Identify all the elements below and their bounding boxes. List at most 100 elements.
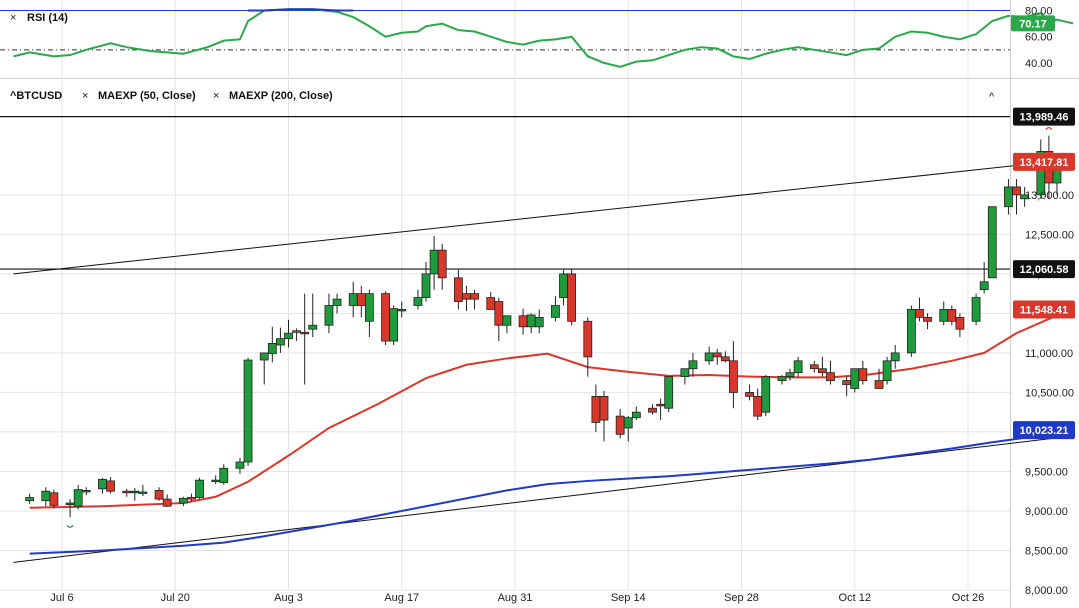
candle bbox=[591, 384, 601, 432]
candle bbox=[348, 281, 358, 318]
price-horizontal-lines[interactable] bbox=[0, 116, 1010, 270]
x-tick-label: Sep 14 bbox=[611, 592, 646, 604]
candle-body bbox=[793, 360, 803, 374]
candle bbox=[583, 317, 593, 377]
candles bbox=[25, 126, 1062, 528]
candle bbox=[712, 348, 722, 365]
candle-body bbox=[648, 407, 657, 413]
candle bbox=[623, 416, 633, 442]
rsi-legend[interactable]: × RSI (14) bbox=[10, 12, 68, 24]
price-tag-bg bbox=[1013, 152, 1075, 171]
candle bbox=[551, 296, 560, 322]
candle bbox=[130, 488, 140, 501]
candle bbox=[745, 384, 754, 401]
candle bbox=[65, 499, 75, 518]
candle-body bbox=[971, 297, 981, 322]
candle bbox=[850, 368, 860, 393]
price-legend[interactable]: ^BTCUSD × MAEXP (50, Close) × MAEXP (200… bbox=[10, 90, 995, 103]
candle bbox=[421, 262, 431, 302]
price-tick-label: 11,000.00 bbox=[1025, 348, 1073, 360]
candle bbox=[1004, 179, 1013, 215]
low-marker-icon bbox=[66, 524, 74, 528]
candle-body bbox=[73, 489, 83, 507]
rsi-panel: 80.00 60.00 40.00 × RSI (14) 70.17 bbox=[0, 0, 1074, 78]
candle-body bbox=[470, 293, 479, 300]
candle-body bbox=[259, 352, 269, 361]
price-tag: 10,023.21 bbox=[1013, 421, 1075, 440]
candle-body bbox=[235, 461, 245, 469]
rsi-remove-icon[interactable]: × bbox=[10, 12, 16, 24]
candle bbox=[462, 285, 471, 312]
candle-body bbox=[65, 502, 75, 506]
candle bbox=[211, 475, 221, 485]
candle-body bbox=[777, 376, 787, 381]
candle bbox=[648, 404, 657, 415]
rsi-y-axis: 80.00 60.00 40.00 bbox=[1025, 6, 1053, 70]
candle bbox=[971, 293, 981, 326]
candle-body bbox=[154, 490, 164, 500]
candle bbox=[364, 289, 374, 338]
x-tick-label: Oct 12 bbox=[839, 592, 871, 604]
candle bbox=[817, 356, 827, 377]
candle bbox=[656, 398, 666, 421]
price-tag-bg bbox=[1013, 260, 1075, 279]
trendline bbox=[13, 435, 1074, 563]
price-tag-bg bbox=[1013, 300, 1075, 319]
candle-body bbox=[591, 395, 601, 423]
price-grid bbox=[0, 80, 1010, 591]
candle bbox=[276, 327, 285, 353]
candle bbox=[874, 368, 884, 389]
candle bbox=[939, 301, 949, 326]
candle-body bbox=[486, 297, 496, 310]
candle bbox=[300, 293, 310, 385]
candle bbox=[947, 305, 957, 326]
x-tick-label: Aug 17 bbox=[384, 592, 419, 604]
candle-body bbox=[955, 316, 965, 330]
candle-body bbox=[785, 372, 795, 378]
candle-body bbox=[987, 206, 997, 279]
candle-body bbox=[381, 293, 390, 342]
price-tag: 13,417.81 bbox=[1013, 152, 1075, 171]
trendline bbox=[13, 158, 1074, 275]
candle bbox=[777, 375, 787, 385]
price-tag-label: 10,023.21 bbox=[1020, 425, 1069, 437]
x-tick-label: Aug 31 bbox=[498, 592, 533, 604]
candle-body bbox=[559, 273, 568, 298]
candle bbox=[688, 352, 698, 377]
candle-body bbox=[817, 368, 827, 374]
candle-body bbox=[211, 479, 221, 483]
price-tag-label: 13,417.81 bbox=[1020, 157, 1069, 169]
candle bbox=[195, 477, 204, 500]
trendlines[interactable] bbox=[13, 158, 1074, 563]
candle-body bbox=[688, 360, 698, 370]
candle-body bbox=[106, 480, 115, 492]
candle bbox=[915, 297, 924, 322]
candle-body bbox=[41, 490, 51, 502]
candle-body bbox=[712, 352, 722, 358]
candle-body bbox=[979, 281, 989, 291]
candle bbox=[49, 489, 59, 509]
candle bbox=[753, 388, 763, 421]
candle-body bbox=[809, 364, 819, 370]
candle bbox=[494, 297, 504, 342]
ema200-remove-icon[interactable]: × bbox=[213, 90, 219, 102]
candle-body bbox=[453, 277, 463, 302]
candle-body bbox=[219, 467, 229, 483]
candle-body bbox=[49, 492, 59, 506]
candle-body bbox=[720, 356, 730, 362]
price-tag-bg bbox=[1013, 421, 1075, 440]
candle-body bbox=[389, 308, 399, 342]
rsi-legend-label: RSI (14) bbox=[27, 12, 68, 24]
candle-body bbox=[1020, 194, 1030, 200]
candle-body bbox=[187, 497, 196, 500]
collapse-chevron-icon[interactable]: ^ bbox=[989, 91, 995, 103]
candle-body bbox=[850, 368, 860, 389]
rsi-tick-label: 80.00 bbox=[1025, 6, 1053, 18]
candle-body bbox=[583, 320, 593, 358]
candle-body bbox=[906, 309, 916, 354]
candle-body bbox=[664, 376, 674, 409]
rsi-lines bbox=[0, 8, 1074, 68]
ema50-remove-icon[interactable]: × bbox=[82, 90, 88, 102]
candle bbox=[704, 346, 714, 365]
candle-body bbox=[25, 497, 35, 502]
